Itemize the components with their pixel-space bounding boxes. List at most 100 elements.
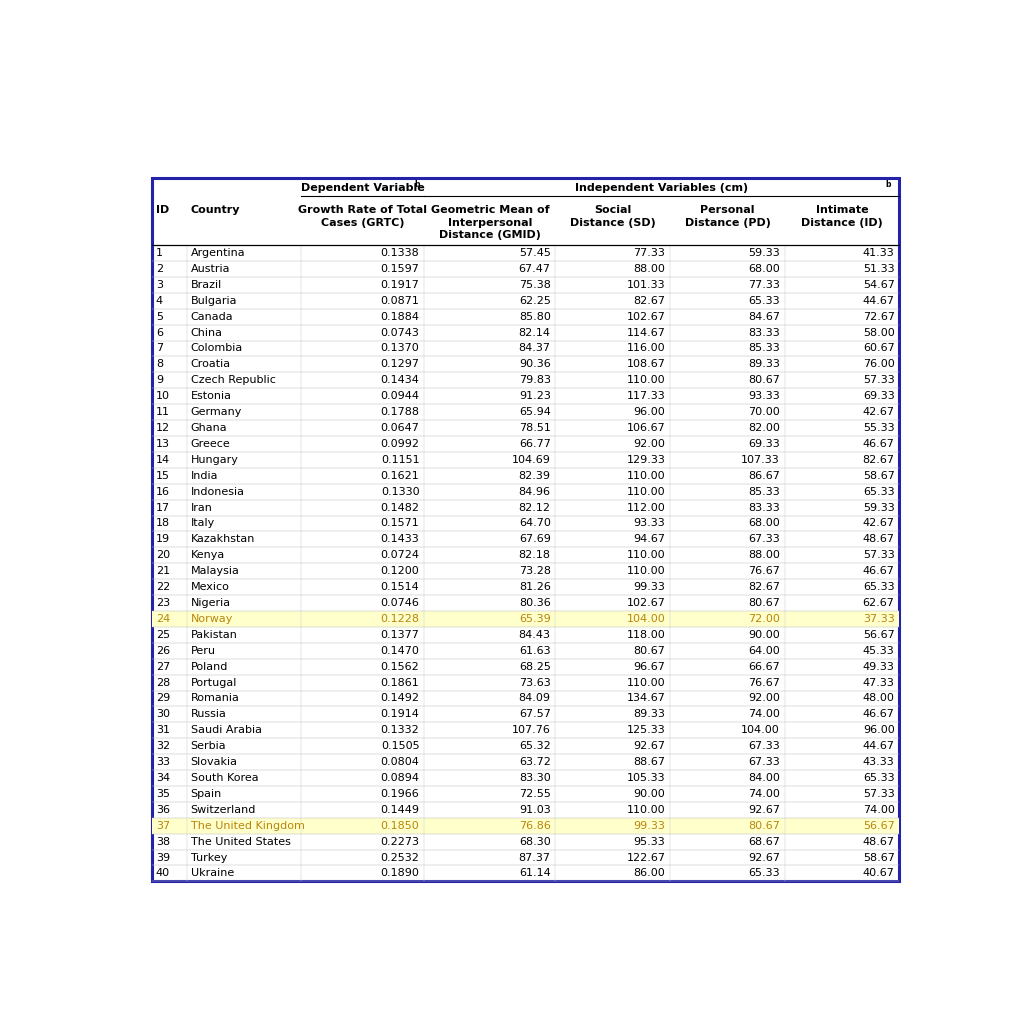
Text: 0.1884: 0.1884 xyxy=(381,311,420,322)
Text: 37.33: 37.33 xyxy=(863,614,895,624)
Text: 36: 36 xyxy=(156,805,170,815)
Text: Bulgaria: Bulgaria xyxy=(190,296,238,306)
Text: 74.00: 74.00 xyxy=(749,710,780,720)
Text: 0.1861: 0.1861 xyxy=(381,678,420,687)
Text: 86.00: 86.00 xyxy=(634,868,666,879)
Text: 22: 22 xyxy=(156,582,170,592)
Text: 84.96: 84.96 xyxy=(519,486,551,497)
Text: Independent Variables (cm): Independent Variables (cm) xyxy=(575,183,749,193)
Text: 110.00: 110.00 xyxy=(627,550,666,560)
Text: Romania: Romania xyxy=(190,693,240,703)
Text: 2: 2 xyxy=(156,264,163,274)
Text: 0.1200: 0.1200 xyxy=(381,566,420,577)
Text: 44.67: 44.67 xyxy=(862,296,895,306)
Text: India: India xyxy=(190,471,218,480)
Text: 61.14: 61.14 xyxy=(519,868,551,879)
Text: Turkey: Turkey xyxy=(190,853,227,862)
Text: 92.67: 92.67 xyxy=(748,853,780,862)
Text: 104.69: 104.69 xyxy=(512,455,551,465)
Text: Country: Country xyxy=(190,205,241,215)
Text: 110.00: 110.00 xyxy=(627,376,666,385)
Text: 65.33: 65.33 xyxy=(749,868,780,879)
Text: 66.77: 66.77 xyxy=(519,439,551,449)
Text: 82.12: 82.12 xyxy=(519,503,551,513)
Text: 84.67: 84.67 xyxy=(748,311,780,322)
Text: Czech Republic: Czech Republic xyxy=(190,376,275,385)
Text: 65.33: 65.33 xyxy=(749,296,780,306)
Text: 84.00: 84.00 xyxy=(749,773,780,783)
Text: Germany: Germany xyxy=(190,408,242,417)
Text: 70.00: 70.00 xyxy=(749,408,780,417)
Text: 0.1562: 0.1562 xyxy=(381,662,420,672)
Text: b: b xyxy=(415,179,420,188)
Text: 23: 23 xyxy=(156,598,170,608)
Text: Social
Distance (SD): Social Distance (SD) xyxy=(570,205,655,227)
Text: 0.1332: 0.1332 xyxy=(381,725,420,735)
Text: 80.67: 80.67 xyxy=(634,646,666,655)
Text: 0.1151: 0.1151 xyxy=(381,455,420,465)
Text: 78.51: 78.51 xyxy=(519,423,551,433)
Text: 48.67: 48.67 xyxy=(862,535,895,545)
Text: 31: 31 xyxy=(156,725,170,735)
Text: 65.39: 65.39 xyxy=(519,614,551,624)
Text: Poland: Poland xyxy=(190,662,228,672)
Text: 37: 37 xyxy=(156,820,170,830)
Text: 106.67: 106.67 xyxy=(627,423,666,433)
Text: 1: 1 xyxy=(156,248,163,258)
Text: 0.1597: 0.1597 xyxy=(381,264,420,274)
Text: 0.0944: 0.0944 xyxy=(381,391,420,401)
Text: 66.67: 66.67 xyxy=(749,662,780,672)
Text: 79.83: 79.83 xyxy=(519,376,551,385)
Text: 0.1228: 0.1228 xyxy=(381,614,420,624)
Text: Hungary: Hungary xyxy=(190,455,239,465)
Text: South Korea: South Korea xyxy=(190,773,258,783)
Text: 62.67: 62.67 xyxy=(863,598,895,608)
Text: Ghana: Ghana xyxy=(190,423,227,433)
Text: 96.00: 96.00 xyxy=(634,408,666,417)
Text: 93.33: 93.33 xyxy=(749,391,780,401)
Text: Spain: Spain xyxy=(190,788,222,799)
Text: 0.1433: 0.1433 xyxy=(381,535,420,545)
Text: 82.67: 82.67 xyxy=(862,455,895,465)
Text: 65.33: 65.33 xyxy=(863,486,895,497)
Text: 67.47: 67.47 xyxy=(519,264,551,274)
Text: Growth Rate of Total
Cases (GRTC): Growth Rate of Total Cases (GRTC) xyxy=(298,205,427,227)
Text: 95.33: 95.33 xyxy=(634,837,666,847)
Bar xyxy=(152,818,899,834)
Text: 29: 29 xyxy=(156,693,170,703)
Text: 40.67: 40.67 xyxy=(863,868,895,879)
Text: 18: 18 xyxy=(156,518,170,528)
Text: 51.33: 51.33 xyxy=(863,264,895,274)
Text: 0.1492: 0.1492 xyxy=(381,693,420,703)
Text: 0.1788: 0.1788 xyxy=(381,408,420,417)
Text: Austria: Austria xyxy=(190,264,230,274)
Text: 13: 13 xyxy=(156,439,170,449)
Text: 73.28: 73.28 xyxy=(519,566,551,577)
Text: 0.1297: 0.1297 xyxy=(381,359,420,370)
Text: 122.67: 122.67 xyxy=(627,853,666,862)
Text: 68.30: 68.30 xyxy=(519,837,551,847)
Text: 64.00: 64.00 xyxy=(749,646,780,655)
Text: 110.00: 110.00 xyxy=(627,471,666,480)
Text: 117.33: 117.33 xyxy=(627,391,666,401)
Text: 0.1470: 0.1470 xyxy=(381,646,420,655)
Text: 7: 7 xyxy=(156,343,163,353)
Text: 38: 38 xyxy=(156,837,170,847)
Text: 85.80: 85.80 xyxy=(519,311,551,322)
Text: 99.33: 99.33 xyxy=(634,582,666,592)
Text: 105.33: 105.33 xyxy=(627,773,666,783)
Text: 69.33: 69.33 xyxy=(863,391,895,401)
Text: 0.0724: 0.0724 xyxy=(381,550,420,560)
Text: 82.00: 82.00 xyxy=(749,423,780,433)
Text: 0.0894: 0.0894 xyxy=(381,773,420,783)
Text: 0.1966: 0.1966 xyxy=(381,788,420,799)
Text: Argentina: Argentina xyxy=(190,248,246,258)
Text: 19: 19 xyxy=(156,535,170,545)
Text: 81.26: 81.26 xyxy=(519,582,551,592)
Text: 85.33: 85.33 xyxy=(749,486,780,497)
Text: 8: 8 xyxy=(156,359,163,370)
Text: 63.72: 63.72 xyxy=(519,757,551,767)
Text: 0.2532: 0.2532 xyxy=(381,853,420,862)
Text: 0.1434: 0.1434 xyxy=(381,376,420,385)
Text: Indonesia: Indonesia xyxy=(190,486,245,497)
